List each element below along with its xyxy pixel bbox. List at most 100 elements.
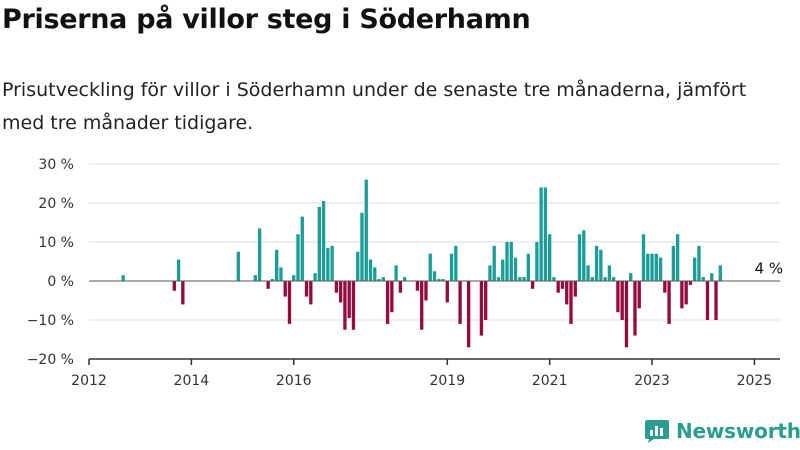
bar: [330, 245, 334, 281]
bar: [697, 245, 701, 281]
y-tick-label: 0 %: [47, 274, 74, 290]
bar: [526, 253, 531, 281]
bar: [505, 242, 509, 281]
bar: [300, 216, 304, 281]
x-tick-label: 2025: [737, 373, 773, 389]
bar: [599, 249, 603, 281]
bar: [496, 277, 501, 281]
bar: [172, 281, 176, 291]
bar: [270, 279, 275, 281]
bar: [283, 281, 287, 297]
bar: [590, 277, 594, 281]
bar: [176, 259, 181, 281]
bar: [543, 187, 548, 281]
bar: [287, 281, 292, 324]
bar: [181, 281, 185, 305]
y-tick-label: 20 %: [38, 196, 74, 212]
bar: [509, 242, 513, 281]
bar: [616, 281, 620, 313]
bar: [637, 281, 641, 309]
bar: [693, 257, 697, 281]
bar: [718, 265, 722, 281]
bar: [710, 273, 714, 281]
bar: [445, 281, 449, 303]
bar: [501, 259, 505, 281]
bar: [539, 187, 543, 281]
bar: [364, 179, 368, 281]
x-tick-label: 2021: [532, 373, 568, 389]
bar: [326, 247, 330, 281]
bar: [351, 281, 356, 330]
bar: [390, 281, 394, 313]
bar: [556, 281, 560, 293]
bar: [356, 251, 360, 281]
bar: [658, 257, 663, 281]
bar: [313, 273, 317, 281]
bar: [317, 206, 321, 281]
bar: [705, 281, 710, 320]
bar: [458, 281, 462, 324]
bar: [641, 234, 646, 281]
bar: [624, 281, 629, 348]
bar: [296, 234, 300, 281]
bar: [565, 281, 569, 305]
x-tick-label: 2012: [71, 373, 107, 389]
bar: [586, 265, 590, 281]
bar: [688, 281, 693, 285]
bar: [680, 281, 684, 309]
bar: [607, 265, 612, 281]
bar: [338, 281, 343, 303]
bar: [441, 279, 445, 281]
bar: [121, 275, 125, 281]
bar: [479, 281, 484, 336]
bar: [253, 275, 258, 281]
bar: [347, 281, 351, 319]
bar: [275, 249, 279, 281]
bar: [671, 245, 676, 281]
bar: [552, 277, 556, 281]
bar: [432, 271, 437, 281]
newsworthy-logo-text: Newsworthy: [676, 419, 800, 443]
bar: [492, 245, 496, 281]
bar: [633, 281, 637, 336]
x-tick-label: 2014: [174, 373, 210, 389]
bar: [257, 228, 262, 281]
chart-subtitle: Prisutveckling för villor i Söderhamn un…: [2, 79, 747, 134]
bar: [449, 253, 454, 281]
bar: [535, 242, 539, 281]
bar: [415, 281, 420, 291]
newsworthy-logo: Newsworthy: [644, 418, 800, 444]
latest-value-label: 4 %: [755, 259, 784, 277]
bar: [569, 281, 573, 324]
bar: [309, 281, 313, 305]
bar: [368, 259, 373, 281]
bar: [488, 265, 492, 281]
bar: [484, 281, 488, 320]
bar: [513, 257, 518, 281]
bar: [714, 281, 718, 320]
bar: [385, 281, 390, 324]
newsworthy-logo-icon: [645, 420, 669, 443]
y-axis-ticks: −20 % −10 % 0 % 10 % 20 % 30 %: [27, 157, 74, 368]
bar: [603, 277, 607, 281]
bar: [466, 281, 471, 348]
bar: [292, 275, 296, 281]
bar: [334, 281, 339, 293]
bar: [663, 281, 667, 293]
bar: [701, 277, 705, 281]
bar: [560, 281, 565, 289]
bar: [373, 267, 377, 281]
bar: [279, 267, 283, 281]
bar: [667, 281, 671, 324]
bar: [266, 281, 270, 289]
bar: [518, 277, 522, 281]
bar: [420, 281, 424, 330]
bar: [360, 212, 364, 281]
y-tick-label: 10 %: [38, 235, 74, 251]
y-tick-label: 30 %: [38, 157, 74, 173]
bar: [582, 230, 586, 281]
bar: [304, 281, 309, 297]
bar: [424, 281, 428, 301]
bar: [548, 234, 552, 281]
y-tick-label: −10 %: [27, 313, 74, 329]
